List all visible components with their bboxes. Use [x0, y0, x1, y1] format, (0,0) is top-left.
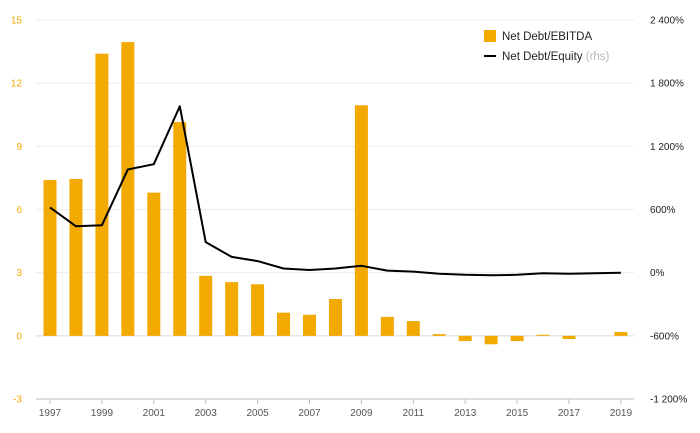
bar-2017 — [562, 335, 576, 339]
x-tick-label: 2015 — [506, 408, 529, 419]
x-tick-label: 2003 — [195, 408, 218, 419]
bar-2010 — [380, 316, 394, 336]
bar-2001 — [147, 192, 161, 336]
bar-1997 — [43, 180, 57, 336]
x-tick-label: 1999 — [91, 408, 114, 419]
y-left-tick-label: 3 — [16, 268, 22, 279]
bar-2005 — [251, 284, 265, 336]
gridlines — [36, 19, 634, 400]
y-left-tick-label: 0 — [16, 331, 22, 342]
bar-2016 — [536, 334, 550, 336]
bar-2002 — [173, 122, 187, 336]
legend-label-net-debt-ebitda: Net Debt/EBITDA — [502, 31, 592, 43]
x-tick-label: 2001 — [143, 408, 166, 419]
y-right-tick-label: -1 200% — [650, 395, 687, 406]
y-left-tick-label: 6 — [16, 205, 22, 216]
x-tick-label: 2005 — [246, 408, 269, 419]
bar-2019 — [614, 332, 628, 336]
y-left-tick-label: 12 — [11, 79, 23, 90]
y-axis-left: -3 0 3 6 9 12 15 — [11, 16, 23, 406]
bar-2008 — [328, 298, 342, 336]
bar-1998 — [69, 178, 83, 336]
bar-2006 — [277, 312, 291, 336]
x-tick-label: 2007 — [298, 408, 321, 419]
bar-2009 — [354, 105, 368, 336]
x-tick-label: 2011 — [403, 408, 425, 419]
x-axis — [36, 398, 634, 404]
bar-series-net-debt-ebitda — [43, 42, 628, 345]
y-right-tick-label: 1 200% — [650, 142, 684, 153]
x-axis-labels: 1997 1999 2001 2003 2005 2007 2009 2011 2013 2015… — [39, 408, 633, 419]
bar-2011 — [406, 321, 420, 336]
legend-rhs-suffix: (rhs) — [586, 51, 610, 63]
bar-1999 — [95, 53, 109, 336]
line-series-net-debt-equity — [49, 105, 621, 277]
bar-2007 — [303, 314, 316, 336]
x-tick-label: 2009 — [350, 408, 373, 419]
bar-2015 — [510, 335, 524, 342]
y-axis-right: -1 200% -600% 0% 600% 1 200% 1 800% 2 400% — [650, 16, 687, 406]
x-tick-label: 2013 — [454, 408, 477, 419]
y-left-tick-label: 9 — [16, 142, 22, 153]
bar-2004 — [225, 282, 239, 336]
y-right-tick-label: 2 400% — [650, 16, 684, 27]
x-tick-label: 2017 — [558, 408, 581, 419]
legend: Net Debt/EBITDA Net Debt/Equity (rhs) — [484, 30, 610, 63]
x-tick-label: 2019 — [610, 408, 633, 419]
y-left-tick-label: 15 — [11, 16, 23, 27]
y-right-tick-label: 1 800% — [650, 79, 684, 90]
bar-2003 — [199, 275, 213, 336]
y-right-tick-label: 0% — [650, 268, 665, 279]
y-right-tick-label: -600% — [650, 331, 679, 342]
legend-label-net-debt-equity: Net Debt/Equity (rhs) — [502, 51, 610, 63]
x-tick-label: 1997 — [39, 408, 62, 419]
bar-2000 — [121, 42, 135, 336]
bar-2013 — [458, 335, 472, 342]
bar-2012 — [432, 334, 446, 336]
legend-swatch-bar — [484, 30, 496, 42]
y-left-tick-label: -3 — [13, 395, 22, 406]
line-net-debt-equity — [49, 105, 621, 277]
bar-2014 — [484, 335, 498, 345]
y-right-tick-label: 600% — [650, 205, 676, 216]
